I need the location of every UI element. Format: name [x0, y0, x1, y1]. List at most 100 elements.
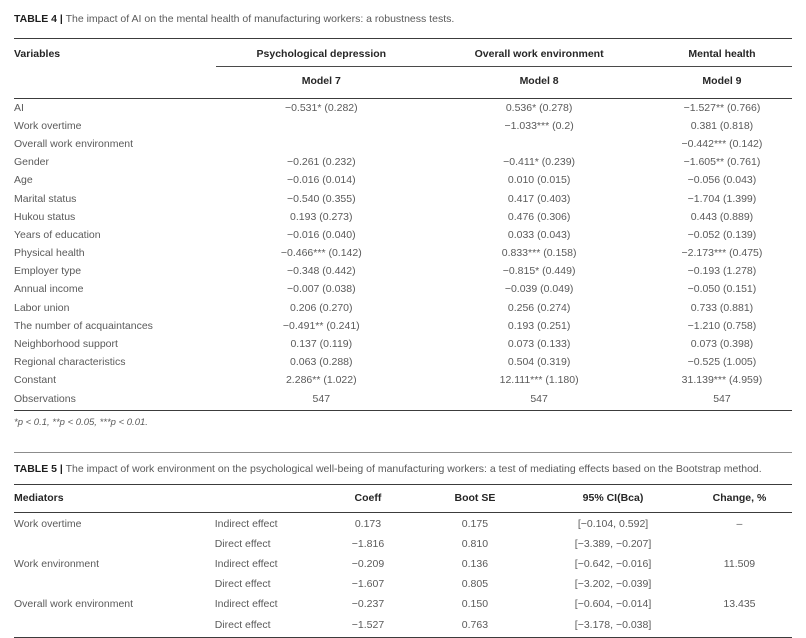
table4-row: Years of education −0.016 (0.040) 0.033 (0… [14, 226, 792, 244]
cell-model7: 547 [216, 390, 427, 411]
table5-row: Work environment Indirect effect −0.209 0.1… [14, 554, 792, 574]
cell-ci: [−3.202, −0.039] [574, 578, 652, 591]
cell-coeff: −0.209 [351, 557, 385, 570]
table4-model7-header: Model 7 [216, 66, 427, 99]
cell-boot-se: 0.136 [461, 557, 489, 570]
cell-change: 13.435 [723, 598, 756, 611]
table4-row: Marital status −0.540 (0.355) 0.417 (0.403… [14, 190, 792, 208]
effect-type: Indirect effect [214, 557, 278, 570]
table4-caption-text: The impact of AI on the mental health of… [65, 13, 455, 25]
cell-coeff: −1.816 [351, 537, 385, 550]
row-label: Years of education [14, 228, 101, 241]
mediator-label [14, 575, 215, 595]
cell-ci: [−0.642, −0.016] [574, 557, 652, 570]
cell-model8: −0.411* (0.239) [503, 156, 576, 169]
cell-model7: −0.016 (0.014) [286, 174, 356, 187]
table5-row: Direct effect −1.527 0.763 [−3.178, −0.038] [14, 614, 792, 638]
cell-model8: 0.033 (0.043) [507, 228, 571, 241]
cell-model9: 0.733 (0.881) [690, 301, 754, 314]
table5-row: Direct effect −1.607 0.805 [−3.202, −0.039] [14, 575, 792, 595]
table4-model9-header: Model 9 [651, 66, 792, 99]
table4-row: Employer type −0.348 (0.442) −0.815* (0.44… [14, 263, 792, 281]
cell-boot-se: 0.175 [461, 517, 489, 530]
cell-coeff: −1.607 [351, 578, 385, 591]
cell-model8: 0.193 (0.251) [507, 319, 571, 332]
table5-row: Overall work environment Indirect effect −… [14, 595, 792, 615]
cell-model9: −1.210 (0.758) [687, 319, 757, 332]
row-label: Hukou status [14, 210, 76, 223]
table5-caption-text: The impact of work environment on the ps… [65, 462, 762, 475]
cell-model8 [426, 135, 652, 153]
cell-model9: 0.443 (0.889) [690, 210, 754, 223]
table5-coeff-header: Coeff [325, 483, 411, 513]
table4-row: Annual income −0.007 (0.038) −0.039 (0.049… [14, 281, 792, 299]
cell-model9: −0.525 (1.005) [687, 356, 757, 369]
row-label: Constant [14, 374, 57, 387]
table5-label: TABLE 5 | [14, 462, 63, 475]
table5-change-header: Change, % [686, 483, 792, 513]
row-label: The number of acquaintances [14, 319, 153, 332]
cell-model9: −1.605** (0.761) [683, 156, 761, 169]
row-label: Observations [14, 390, 217, 411]
cell-model8: 0.504 (0.319) [507, 356, 571, 369]
table4-row: Physical health −0.466*** (0.142) 0.833***… [14, 245, 792, 263]
effect-type: Direct effect [214, 537, 271, 550]
table4-row: Neighborhood support 0.137 (0.119) 0.073 (… [14, 335, 792, 353]
cell-model9: −2.173*** (0.475) [681, 247, 763, 260]
cell-model8: 0.536* (0.278) [505, 101, 573, 114]
cell-boot-se: 0.810 [461, 537, 489, 550]
table5-row: Direct effect −1.816 0.810 [−3.389, −0.207] [14, 534, 792, 554]
row-label: Marital status [14, 192, 77, 205]
table4-model-header-row: Model 7 Model 8 Model 9 [14, 66, 792, 99]
cell-change [687, 575, 792, 595]
cell-model7: −0.491** (0.241) [282, 319, 360, 332]
table5-caption: TABLE 5 | The impact of work environment… [14, 463, 792, 475]
cell-model9: 0.073 (0.398) [690, 338, 754, 351]
table4: Variables Psychological depression Overa… [14, 38, 792, 411]
cell-model9: −0.050 (0.151) [687, 283, 757, 296]
table4-row: Labor union 0.206 (0.270) 0.256 (0.274) 0.7… [14, 299, 792, 317]
table4-row: Hukou status 0.193 (0.273) 0.476 (0.306) 0.… [14, 208, 792, 226]
table5-boot-se-header: Boot SE [410, 483, 540, 513]
cell-model9: −0.193 (1.278) [687, 265, 757, 278]
mediator-label: Work environment [14, 557, 100, 570]
cell-model7: −0.531* (0.282) [284, 101, 358, 114]
table4-row: Overall work environment −0.442*** (0.142… [14, 135, 792, 153]
row-label: Physical health [14, 247, 85, 260]
table4-group-overall-work-environment: Overall work environment [426, 38, 652, 67]
effect-type: Direct effect [214, 614, 326, 638]
effect-type: Indirect effect [214, 517, 278, 530]
row-label: Overall work environment [14, 137, 134, 150]
cell-ci: [−3.389, −0.207] [574, 537, 652, 550]
table5: Mediators Coeff Boot SE 95% CI(Bca) Chan… [14, 483, 792, 638]
effect-type: Direct effect [214, 578, 271, 591]
cell-model7: −0.540 (0.355) [286, 192, 356, 205]
row-label: Gender [14, 156, 50, 169]
row-label: Neighborhood support [14, 338, 118, 351]
cell-model7: 0.193 (0.273) [290, 210, 353, 223]
cell-model8: 0.073 (0.133) [507, 338, 571, 351]
row-label: Age [14, 174, 33, 187]
cell-model8: −0.815* (0.449) [502, 265, 576, 278]
cell-model7 [216, 117, 426, 135]
row-label: Employer type [14, 265, 82, 278]
table4-caption: TABLE 4 | The impact of AI on the mental… [14, 13, 792, 25]
table4-row: Observations 547 547 547 [14, 390, 792, 411]
table4-row: Constant 2.286** (1.022) 12.111*** (1.180)… [14, 372, 792, 390]
cell-boot-se: 0.150 [461, 598, 489, 611]
table4-variables-header: Variables [14, 38, 217, 67]
table5-empty-header [214, 483, 326, 513]
cell-model8: 0.476 (0.306) [507, 210, 571, 223]
row-label: Regional characteristics [14, 356, 126, 369]
row-label: AI [14, 101, 24, 114]
row-label: Labor union [14, 301, 70, 314]
cell-model9: −0.442*** (0.142) [681, 137, 763, 150]
cell-model7: −0.007 (0.038) [286, 283, 356, 296]
row-label: Annual income [14, 283, 84, 296]
cell-model7: −0.016 (0.040) [286, 228, 356, 241]
cell-model9: 0.381 (0.818) [690, 119, 754, 132]
mediator-label: Overall work environment [14, 598, 134, 611]
cell-model8: 0.833*** (0.158) [501, 247, 577, 260]
mediator-label [14, 534, 215, 554]
